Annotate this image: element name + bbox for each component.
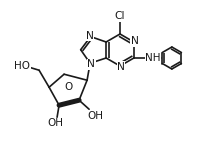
Text: NH: NH [145,53,161,63]
Text: OH: OH [47,118,63,128]
Text: N: N [87,59,95,69]
Text: N: N [117,62,125,72]
Text: N: N [86,31,94,41]
Text: HO: HO [14,61,30,71]
Text: OH: OH [87,111,103,121]
Text: O: O [64,82,73,92]
Text: Cl: Cl [115,11,125,21]
Text: N: N [131,36,139,46]
